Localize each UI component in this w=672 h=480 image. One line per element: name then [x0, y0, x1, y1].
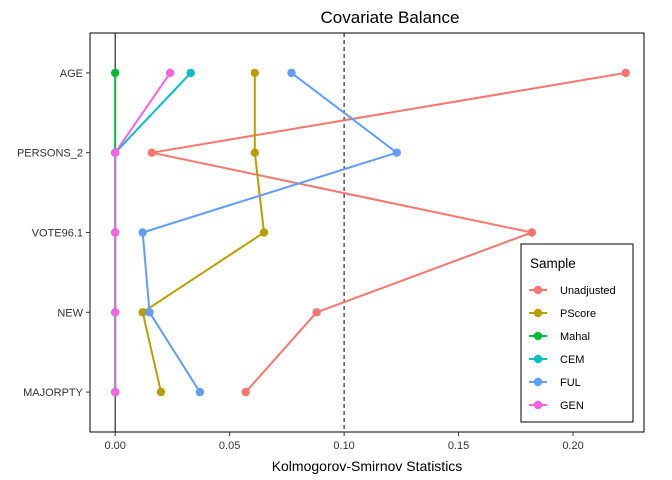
data-point	[145, 308, 154, 317]
data-point	[287, 68, 296, 78]
y-tick-label: NEW	[57, 307, 83, 319]
legend-label: CEM	[560, 354, 584, 366]
series-gen	[110, 68, 175, 397]
data-point	[110, 68, 120, 78]
series-ful	[138, 68, 401, 397]
y-tick-label: MAJORPTY	[23, 387, 84, 399]
legend-label: Unadjusted	[560, 285, 616, 297]
legend-label: PScore	[560, 308, 596, 320]
legend-marker	[533, 308, 543, 318]
legend: Sample Unadjusted PScore Mahal CEM FUL GEN	[520, 243, 634, 423]
y-tick-label: PERSONS_2	[17, 148, 83, 160]
legend-title: Sample	[530, 256, 576, 271]
legend-item-ful: FUL	[529, 377, 581, 389]
data-point	[250, 148, 260, 157]
data-point	[250, 68, 260, 78]
x-tick-label: 0.10	[333, 440, 354, 452]
data-point	[392, 148, 401, 157]
legend-item-gen: GEN	[529, 400, 584, 412]
x-tick-label: 0.00	[104, 440, 125, 452]
data-point	[138, 228, 147, 237]
legend-item-cem: CEM	[529, 354, 584, 366]
data-point	[156, 387, 166, 397]
series-group	[110, 68, 630, 397]
x-tick-label: 0.05	[219, 440, 240, 452]
legend-label: FUL	[560, 377, 581, 389]
legend-item-mahal: Mahal	[529, 331, 590, 343]
legend-label: Mahal	[560, 331, 590, 343]
x-axis-title: Kolmogorov-Smirnov Statistics	[272, 458, 463, 474]
data-point	[186, 68, 195, 78]
data-point	[110, 387, 120, 397]
data-point	[110, 228, 120, 237]
data-point	[312, 308, 321, 317]
data-point	[165, 68, 175, 78]
series-unadjusted	[147, 68, 630, 397]
data-point	[259, 228, 269, 237]
data-point	[621, 68, 630, 78]
legend-marker	[533, 331, 543, 341]
data-point	[527, 228, 537, 237]
legend-item-unadjusted: Unadjusted	[529, 285, 616, 297]
data-point	[138, 308, 147, 317]
data-point	[195, 387, 205, 397]
y-tick-label: AGE	[60, 68, 83, 80]
y-tick-label: VOTE96.1	[32, 228, 83, 240]
axes: 0.00 0.05 0.10 0.15 0.20 AGE PERSONS_2 VOTE96.1…	[17, 68, 584, 452]
legend-item-pscore: PScore	[529, 308, 596, 320]
legend-marker	[533, 400, 543, 410]
legend-label: GEN	[560, 400, 584, 412]
data-point	[241, 387, 250, 397]
legend-marker	[533, 377, 543, 387]
series-pscore	[138, 68, 269, 397]
data-point	[110, 308, 120, 317]
x-tick-label: 0.20	[562, 440, 583, 452]
x-tick-label: 0.15	[448, 440, 469, 452]
legend-marker	[533, 285, 543, 295]
chart-title: Covariate Balance	[321, 8, 460, 27]
data-point	[147, 148, 157, 157]
legend-marker	[533, 354, 543, 364]
data-point	[110, 148, 120, 157]
